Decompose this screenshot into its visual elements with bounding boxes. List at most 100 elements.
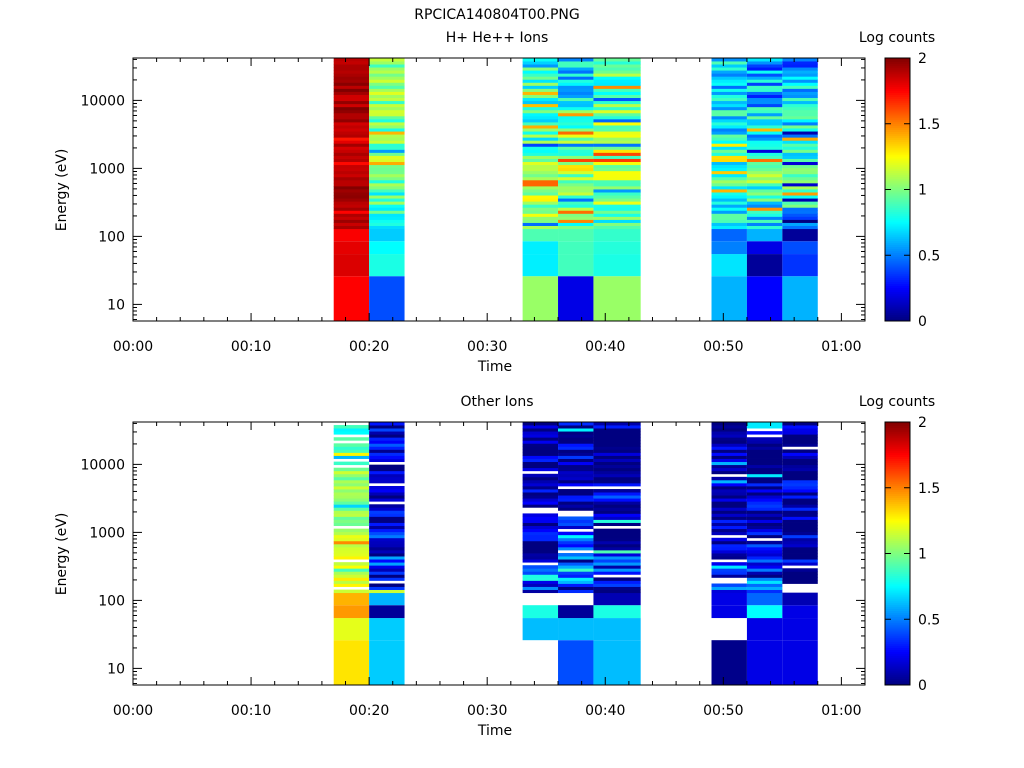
heatmap-cell [333, 543, 370, 548]
colorbar-band [885, 210, 910, 213]
heatmap-cell [369, 155, 405, 159]
heatmap-cell [711, 112, 747, 117]
heatmap-cell [369, 118, 405, 123]
colorbar-band [885, 422, 910, 425]
colorbar-band [885, 150, 910, 154]
colorbar-band [885, 238, 910, 242]
heatmap-cell [593, 464, 641, 469]
heatmap-cell [522, 64, 559, 68]
colorbar-band [885, 240, 910, 244]
heatmap-cell [558, 73, 594, 77]
heatmap-cell [593, 170, 641, 175]
heatmap-cell [333, 67, 370, 71]
heatmap-cell [782, 134, 818, 138]
heatmap-cell [782, 137, 818, 141]
y-tick-label: 10000 [80, 93, 125, 109]
heatmap-cell [782, 519, 818, 523]
heatmap-cell [746, 431, 783, 435]
heatmap-cell [746, 179, 783, 184]
heatmap-cell [746, 605, 783, 619]
heatmap-cell [522, 254, 559, 277]
heatmap-cell [782, 222, 818, 226]
heatmap-cell [558, 618, 594, 641]
heatmap-cell [593, 449, 641, 453]
colorbar-band [885, 119, 910, 123]
x-tick-label: 00:40 [585, 703, 625, 719]
heatmap-cell [746, 449, 783, 453]
colorbar-band [885, 498, 910, 501]
colorbar-band [885, 495, 910, 499]
colorbar-tick-label: 1 [918, 547, 927, 563]
heatmap-cell [333, 189, 370, 193]
colorbar-band [885, 549, 910, 552]
heatmap-cell [369, 446, 405, 450]
heatmap-cell [711, 118, 747, 123]
heatmap-cell [746, 170, 783, 175]
heatmap-cell [333, 498, 370, 502]
heatmap-cell [558, 440, 594, 444]
heatmap-cell [593, 546, 641, 551]
colorbar-band [885, 426, 910, 429]
colorbar-band [885, 290, 910, 293]
x-tick-label: 00:50 [703, 339, 743, 355]
colorbar-band [885, 168, 910, 172]
heatmap-cell [593, 58, 641, 62]
heatmap-cell [333, 467, 370, 472]
heatmap-cell [593, 461, 641, 466]
heatmap-cell [369, 97, 405, 102]
heatmap-cell [593, 443, 641, 447]
heatmap-cell [369, 458, 405, 463]
heatmap-cell [746, 254, 783, 277]
heatmap-cell [333, 58, 370, 62]
heatmap-cell [593, 504, 641, 508]
colorbar-band [885, 512, 910, 515]
heatmap-cell [333, 583, 370, 587]
heatmap-cell [782, 70, 818, 74]
heatmap-cell [782, 241, 818, 255]
heatmap-cell [369, 91, 405, 95]
colorbar-band [885, 506, 910, 509]
colorbar-band [885, 175, 910, 178]
heatmap-cell [369, 216, 405, 220]
colorbar-band [885, 514, 910, 518]
heatmap-cell [711, 443, 747, 447]
heatmap-cell [522, 125, 559, 129]
heatmap-cell [522, 58, 559, 62]
colorbar-band [885, 627, 910, 631]
heatmap-cell [558, 470, 594, 475]
heatmap-cell [522, 182, 559, 187]
heatmap-cell [782, 112, 818, 117]
heatmap-cell [522, 537, 559, 542]
heatmap-cell [333, 571, 370, 575]
heatmap-cell [333, 170, 370, 175]
heatmap-cell [333, 640, 370, 685]
heatmap-cell [782, 106, 818, 111]
heatmap-cell [746, 146, 783, 150]
colorbar-band [885, 547, 910, 550]
colorbar-band [885, 288, 910, 291]
heatmap-cell [593, 189, 641, 193]
colorbar-band [885, 224, 910, 227]
heatmap-cell [369, 164, 405, 169]
heatmap-cell [558, 85, 594, 89]
heatmap-cell [711, 82, 747, 86]
heatmap-cell [782, 549, 818, 554]
heatmap-cell [522, 173, 559, 178]
heatmap-cell [782, 470, 818, 475]
colorbar-band [885, 253, 910, 256]
colorbar-band [885, 64, 910, 67]
heatmap-cell [558, 82, 594, 86]
heatmap-cell [522, 109, 559, 114]
heatmap-cell [333, 519, 370, 523]
heatmap-cell [711, 134, 747, 138]
colorbar-band [885, 121, 910, 125]
heatmap-cell [593, 434, 641, 438]
colorbar-band [885, 645, 910, 649]
heatmap-cell [782, 216, 818, 220]
heatmap-cell [558, 498, 594, 502]
heatmap-cell [558, 88, 594, 92]
heatmap-cell [711, 425, 747, 429]
y-tick-label: 100 [98, 593, 125, 609]
heatmap-cell [522, 574, 559, 578]
heatmap-cell [746, 565, 783, 569]
